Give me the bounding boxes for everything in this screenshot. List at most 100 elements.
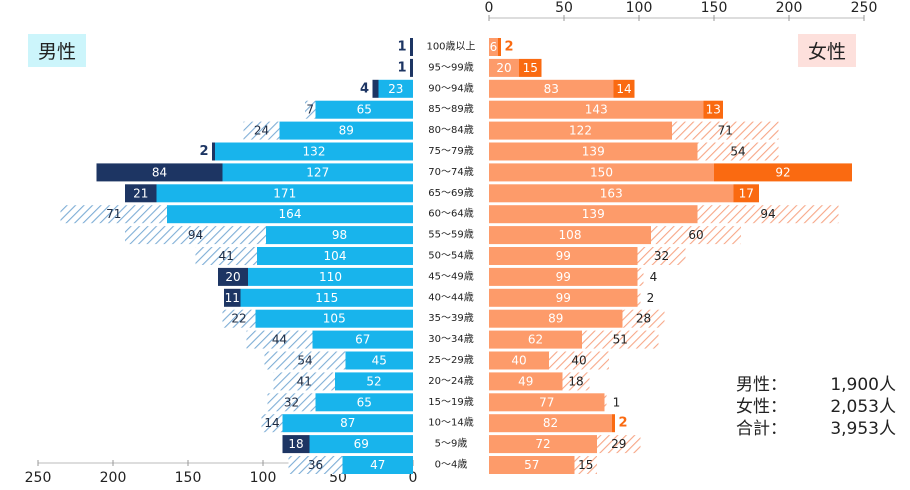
female-bar-japanese [489, 456, 575, 474]
male-bar-hatched-label: 36 [308, 458, 323, 472]
female-axis-tick-label: 0 [485, 0, 494, 16]
female-bar-label: 143 [585, 103, 608, 117]
female-bar-foreign-label: 13 [706, 103, 721, 117]
female-bar-hatched [582, 330, 659, 349]
male-bar-japanese [248, 267, 413, 286]
age-group-label: 25～29歳 [428, 354, 473, 366]
age-group-label: 0～4歳 [435, 459, 468, 471]
male-bar-japanese [240, 288, 413, 307]
male-bar-label: 115 [315, 291, 338, 305]
male-bar-hatched-label: 41 [297, 374, 312, 388]
female-bar-label: 99 [556, 249, 571, 263]
female-bar-hatched [549, 351, 609, 370]
female-bar-hatched [597, 435, 641, 454]
female-bar-japanese [489, 226, 651, 245]
age-group-label: 20～24歳 [428, 375, 473, 387]
male-bar-label: 171 [273, 186, 296, 200]
male-bar-japanese [282, 414, 413, 433]
male-bar-hatched [267, 393, 316, 412]
male-bar-hatched-label: 44 [272, 333, 287, 347]
male-bar-label: 52 [366, 374, 381, 388]
female-legend-badge: 女性 [798, 34, 857, 67]
male-bar-foreign [410, 38, 413, 56]
female-bar-label: 163 [600, 186, 623, 200]
age-group-label: 100歳以上 [426, 41, 475, 53]
male-bar-hatched [273, 372, 335, 391]
female-bar-hatched-label: 94 [760, 207, 775, 221]
female-bar-hatched [697, 142, 779, 161]
male-axis-tick-label: 100 [250, 470, 277, 486]
age-group-label: 35～39歳 [428, 312, 473, 324]
female-bar-japanese [489, 58, 519, 77]
female-bar-japanese [489, 247, 638, 265]
age-group-label: 45～49歳 [428, 270, 473, 282]
male-bar-foreign [218, 267, 248, 286]
age-group-label: 75～79歳 [428, 145, 473, 157]
female-bar-foreign-label: 92 [775, 165, 790, 179]
female-bar-hatched-label: 40 [571, 354, 586, 368]
female-bar-hatched [637, 267, 644, 286]
female-bar-foreign [519, 58, 542, 77]
female-bar-hatched-label: 60 [688, 228, 703, 242]
female-bar-hatched [672, 121, 779, 140]
female-bar-hatched [562, 372, 590, 391]
female-bar-japanese [489, 163, 714, 182]
female-bar-label: 20 [496, 61, 511, 75]
female-bar-foreign-label: 2 [504, 40, 513, 55]
male-bar-foreign-label: 21 [133, 186, 148, 200]
female-bar-label: 139 [582, 207, 605, 221]
male-bar-hatched-label: 14 [264, 416, 279, 430]
age-group-label: 55～59歳 [428, 229, 473, 241]
male-bar-hatched [305, 100, 316, 119]
male-bar-japanese [342, 456, 413, 474]
male-bar-hatched [246, 330, 313, 349]
female-bar-label: 139 [582, 145, 605, 159]
female-bar-foreign [714, 163, 852, 182]
female-bar-foreign [733, 184, 759, 203]
female-bar-foreign-label: 17 [739, 186, 754, 200]
male-bar-foreign [282, 435, 310, 454]
male-bar-japanese [257, 247, 413, 265]
male-axis-tick-label: 0 [409, 470, 418, 486]
female-bar-label: 99 [556, 270, 571, 284]
male-bar-hatched-label: 22 [231, 312, 246, 326]
female-bar-japanese [489, 393, 605, 412]
female-bar-japanese [489, 351, 549, 370]
female-bar-japanese [489, 38, 498, 56]
male-bar-label: 47 [370, 458, 385, 472]
male-bar-label: 105 [323, 312, 346, 326]
female-bar-japanese [489, 142, 698, 161]
totals-box: 男性： 1,900人 女性： 2,053人 合計： 3,953人 [736, 374, 896, 440]
male-bar-label: 69 [354, 437, 369, 451]
female-bar-label: 77 [539, 395, 554, 409]
female-bar-hatched-label: 54 [730, 145, 745, 159]
female-axis-tick-label: 50 [555, 0, 573, 16]
female-bar-japanese [489, 288, 638, 307]
male-bar-hatched [60, 205, 167, 224]
female-bar-hatched-label: 28 [636, 312, 651, 326]
male-bar-foreign-label: 84 [152, 165, 167, 179]
female-bar-label: 6 [490, 40, 498, 54]
female-bar-label: 49 [518, 374, 533, 388]
female-bar-japanese [489, 267, 638, 286]
male-bar-foreign [224, 288, 241, 307]
female-axis-tick-label: 200 [776, 0, 803, 16]
male-bar-foreign-label: 20 [225, 270, 240, 284]
female-bar-japanese [489, 100, 704, 119]
male-bar-foreign [96, 163, 223, 182]
male-bar-japanese [315, 100, 413, 119]
male-bar-japanese [215, 142, 413, 161]
female-bar-foreign-label: 15 [523, 61, 538, 75]
female-bar-label: 72 [535, 437, 550, 451]
female-bar-label: 83 [544, 82, 559, 96]
female-bar-foreign [498, 38, 501, 56]
male-bar-label: 127 [306, 165, 329, 179]
male-bar-hatched-label: 94 [188, 228, 203, 242]
male-bar-foreign-label: 4 [360, 81, 369, 96]
male-bar-hatched-label: 54 [297, 354, 312, 368]
male-bar-hatched [125, 226, 266, 245]
female-bar-label: 40 [511, 354, 526, 368]
female-bar-japanese [489, 309, 623, 328]
totals-label: 女性： [736, 397, 787, 417]
